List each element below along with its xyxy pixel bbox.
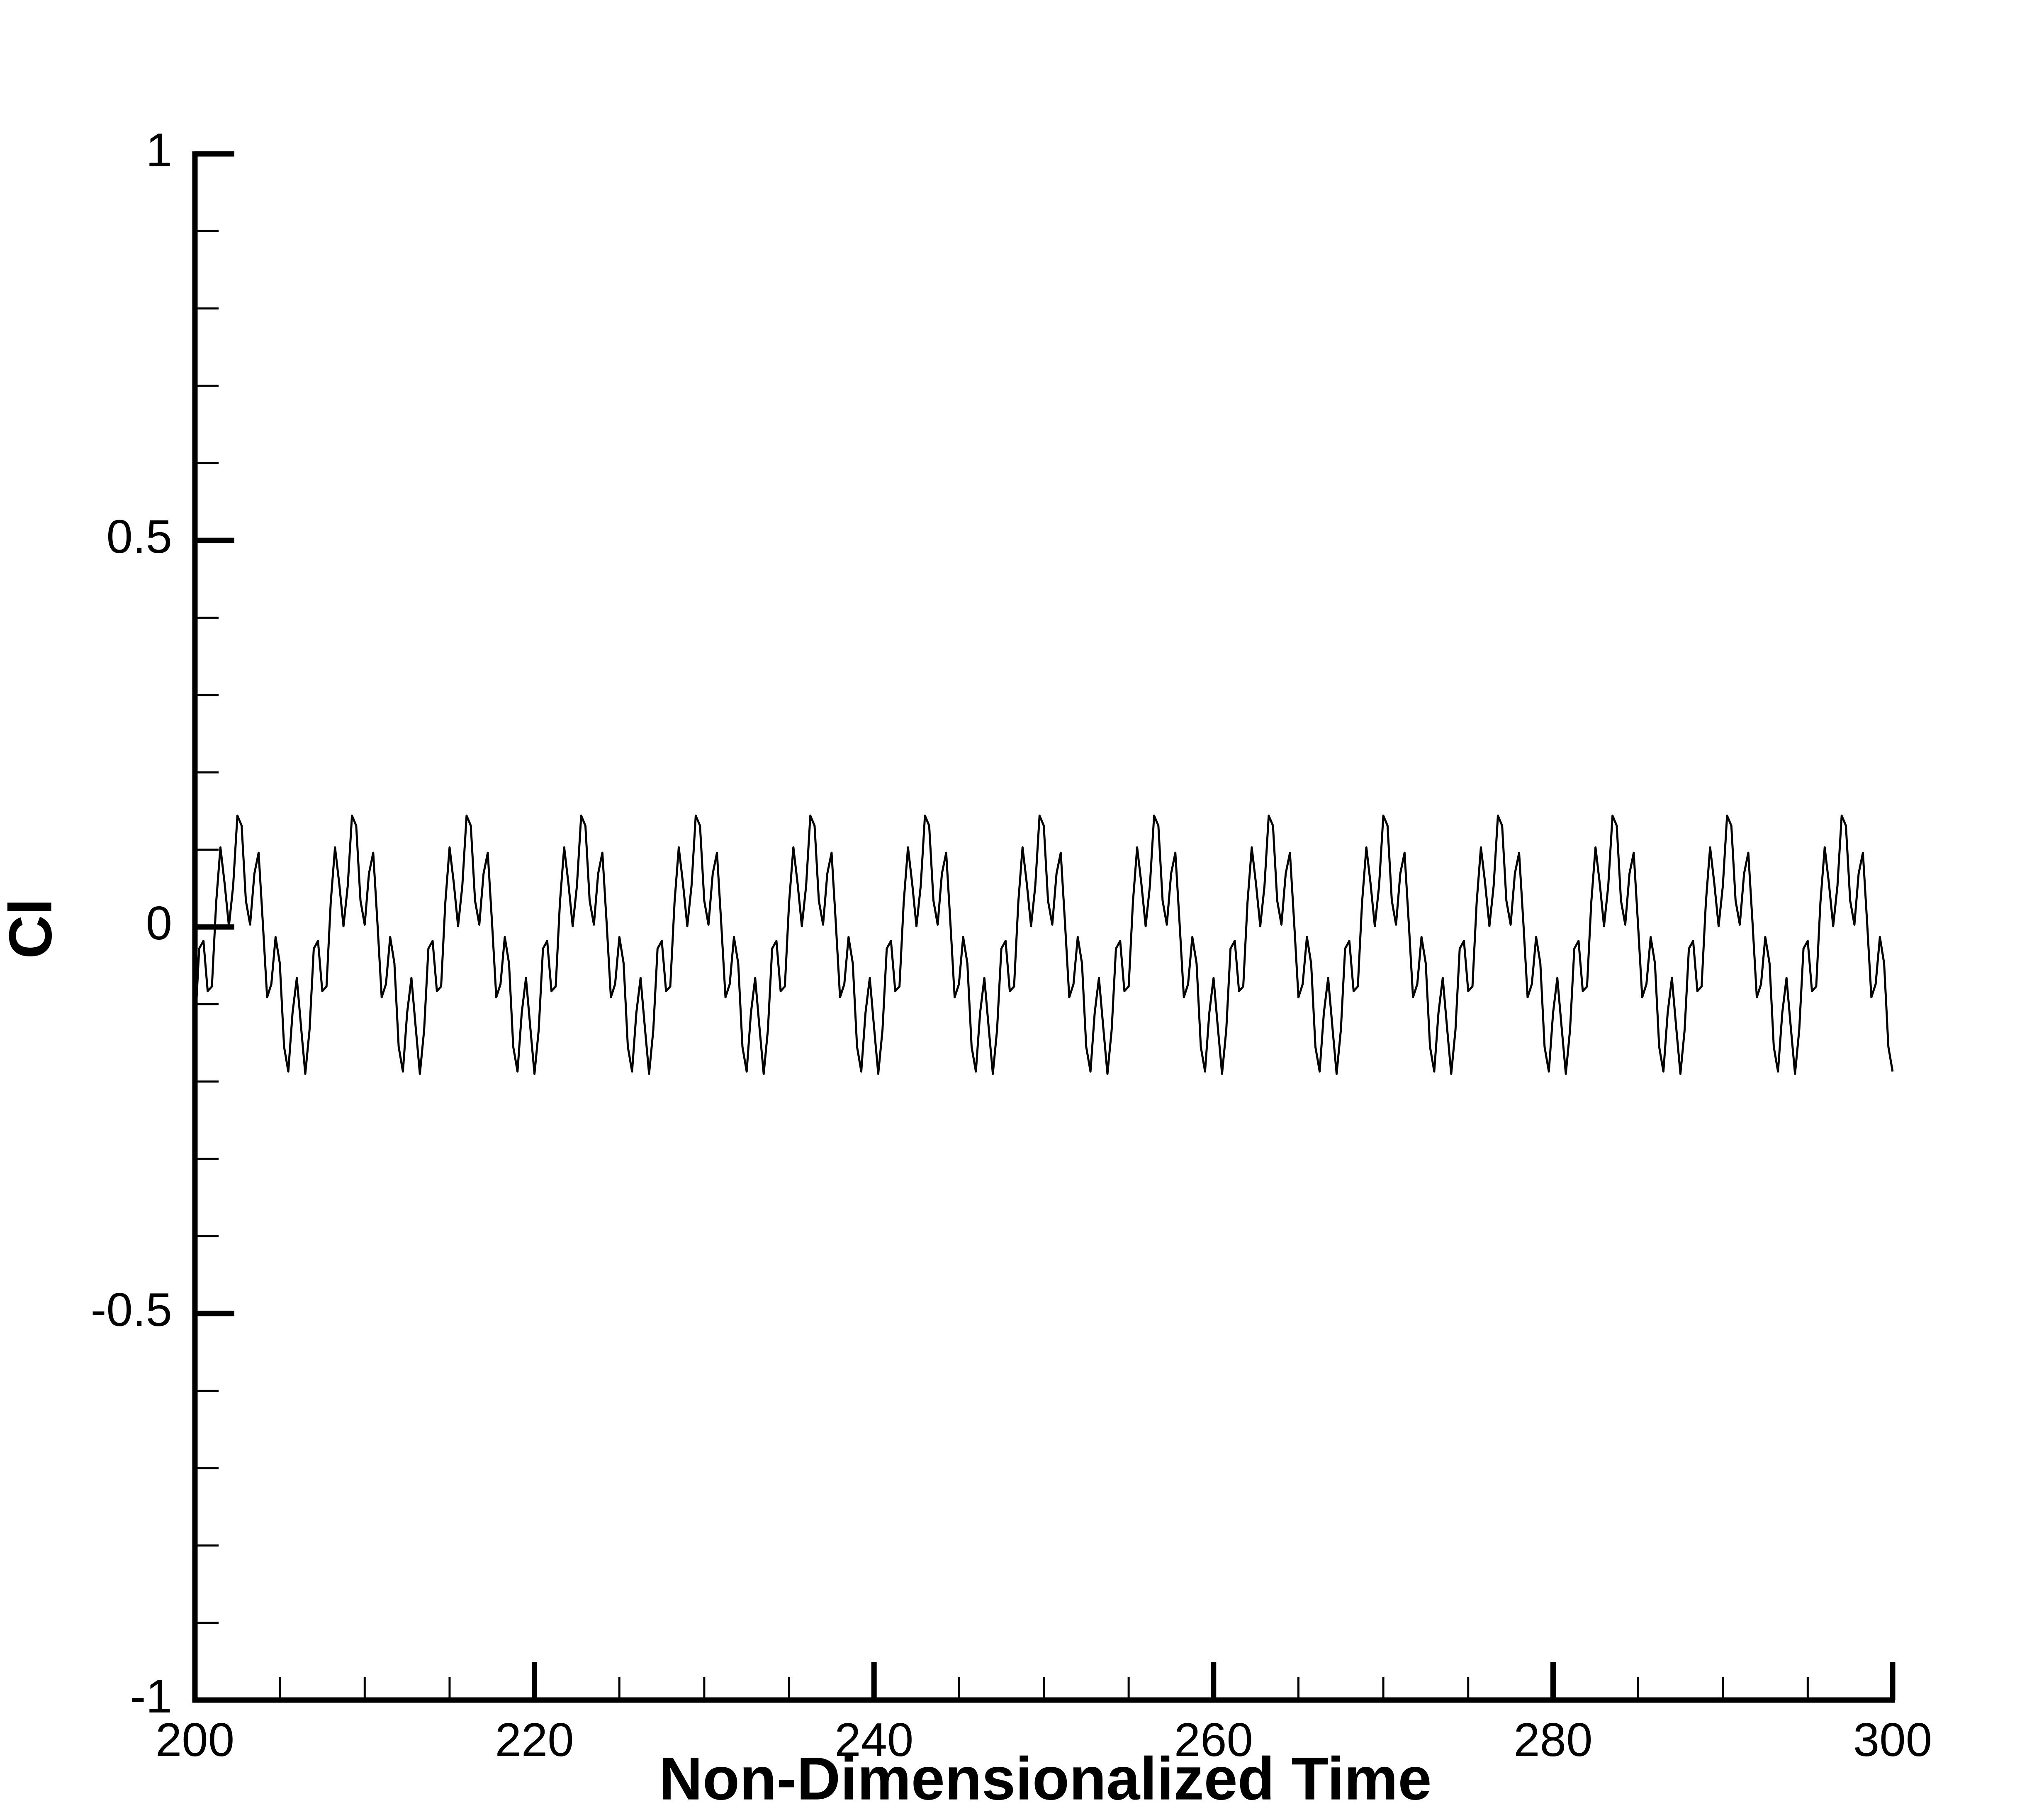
x-tick-label: 300 [1853, 1714, 1932, 1766]
x-tick-label: 280 [1514, 1714, 1592, 1766]
x-tick-label: 240 [835, 1714, 913, 1766]
x-axis-title: Non-Dimensionalized Time [659, 1745, 1431, 1812]
x-tick-label: 200 [156, 1714, 234, 1766]
data-line [194, 815, 1894, 1075]
x-tick-label: 220 [495, 1714, 574, 1766]
x-tick-label: 260 [1174, 1714, 1253, 1766]
y-tick-label: -0.5 [91, 1284, 172, 1336]
y-tick-label: -1 [130, 1670, 172, 1723]
y-tick-label: 0.5 [107, 511, 172, 563]
y-tick-label: 0 [146, 897, 172, 950]
y-axis-title: Cl [0, 898, 64, 959]
y-tick-label: 1 [146, 124, 172, 177]
